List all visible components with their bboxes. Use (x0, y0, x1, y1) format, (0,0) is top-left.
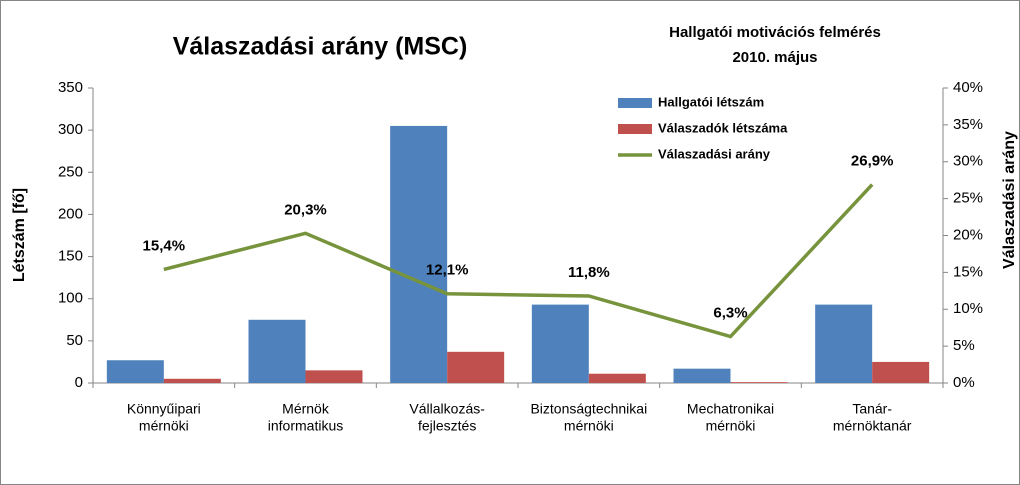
y-tick-label: 350 (58, 79, 83, 96)
y2-axis-label: Válaszadási arány (1001, 131, 1018, 269)
data-label: 6,3% (713, 305, 747, 322)
y2-tick-label: 35% (953, 116, 983, 133)
data-label: 15,4% (143, 237, 186, 254)
bar (673, 368, 731, 383)
data-label: 20,3% (284, 201, 327, 218)
y2-tick-label: 0% (953, 374, 975, 391)
data-label: 11,8% (568, 264, 610, 281)
bar (106, 360, 164, 383)
x-tick-label: mérnöktanár (833, 418, 912, 434)
y2-tick-label: 40% (953, 79, 983, 96)
legend-label: Hallgatói létszám (658, 94, 764, 109)
x-tick-label: fejlesztés (418, 418, 476, 434)
y-tick-label: 250 (58, 163, 83, 180)
legend-label: Válaszadók létszáma (658, 120, 788, 135)
y2-tick-label: 20% (953, 226, 983, 243)
x-tick-label: mérnöki (706, 418, 756, 434)
y-tick-label: 300 (58, 121, 83, 138)
y2-tick-label: 30% (953, 153, 983, 170)
bar (872, 361, 930, 383)
bar (248, 319, 306, 383)
y2-tick-label: 5% (953, 337, 975, 354)
chart-subtitle: Hallgatói motivációs felmérés (669, 24, 881, 41)
y2-tick-label: 25% (953, 190, 983, 207)
x-tick-label: Vállalkozás- (409, 401, 485, 417)
chart-subtitle: 2010. május (732, 49, 817, 66)
x-tick-label: informatikus (268, 418, 343, 434)
bar (588, 373, 646, 383)
y-tick-label: 200 (58, 205, 83, 222)
chart-title: Válaszadási arány (MSC) (173, 33, 468, 61)
y-tick-label: 100 (58, 290, 83, 307)
x-tick-label: Biztonságtechnikai (530, 401, 647, 417)
bar (305, 370, 363, 383)
bar (447, 351, 505, 383)
y2-tick-label: 15% (953, 263, 983, 280)
data-label: 26,9% (851, 153, 894, 170)
line (163, 183, 874, 339)
x-tick-label: Tanár- (852, 401, 892, 417)
x-tick-label: Könnyűipari (127, 401, 201, 417)
bar (163, 378, 221, 383)
bar (531, 304, 589, 383)
y-tick-label: 0 (75, 374, 83, 391)
x-tick-label: mérnöki (139, 418, 189, 434)
legend-swatch (618, 124, 652, 134)
x-tick-label: Mechatronikai (687, 401, 774, 417)
legend-swatch (618, 98, 652, 108)
y-axis-label: Létszám [fő] (11, 188, 28, 282)
legend-label: Válaszadási arány (658, 146, 771, 161)
bar (815, 304, 873, 383)
bar (730, 382, 788, 383)
data-label: 12,1% (426, 262, 469, 279)
x-tick-label: mérnöki (564, 418, 614, 434)
bar (390, 125, 448, 383)
y2-tick-label: 10% (953, 300, 983, 317)
y-tick-label: 50 (66, 332, 83, 349)
x-tick-label: Mérnök (282, 401, 330, 417)
y-tick-label: 150 (58, 248, 83, 265)
